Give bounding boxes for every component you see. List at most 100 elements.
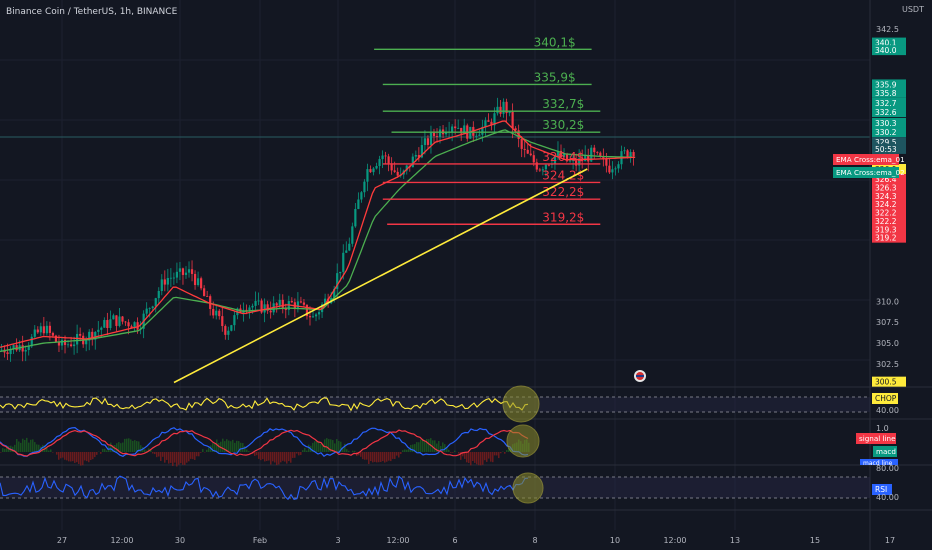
macd-bar xyxy=(136,441,138,452)
macd-bar xyxy=(464,452,466,459)
candle-body xyxy=(484,120,487,127)
candle-body xyxy=(24,349,27,352)
macd-bar xyxy=(2,448,4,452)
candle-body xyxy=(299,301,303,303)
candle-body xyxy=(429,132,433,145)
candle-body xyxy=(544,164,547,170)
candle-body xyxy=(60,339,64,346)
candle-body xyxy=(178,268,182,272)
candle-body xyxy=(206,296,209,297)
macd-bar xyxy=(84,452,86,461)
macd-bar xyxy=(482,452,484,465)
candle-body xyxy=(602,156,605,159)
candle-body xyxy=(266,304,269,311)
macd-bar xyxy=(138,441,140,452)
price-tag xyxy=(872,87,906,98)
trendline[interactable] xyxy=(173,168,588,384)
candle-body xyxy=(396,171,399,176)
candle-body xyxy=(79,333,82,336)
event-marker-icon[interactable] xyxy=(634,370,646,382)
macd-bar xyxy=(416,442,418,452)
macd-bar xyxy=(396,452,398,456)
candle-body xyxy=(514,128,517,131)
macd-bar xyxy=(324,439,326,452)
macd-bar xyxy=(410,444,412,452)
macd-bar xyxy=(132,440,134,452)
macd-bar xyxy=(160,452,162,461)
candle-body xyxy=(378,159,381,166)
chop-pane[interactable] xyxy=(0,385,870,423)
candle-body xyxy=(460,127,463,134)
macd-bar xyxy=(280,452,282,463)
candle-body xyxy=(584,155,587,162)
macd-bar xyxy=(466,452,468,463)
macd-bar xyxy=(304,447,306,452)
candle-body xyxy=(523,148,526,150)
price-tag-label: 324.2 xyxy=(875,200,897,209)
candle-body xyxy=(502,101,505,114)
indicator-tag-label: signal line xyxy=(859,434,896,443)
macd-bar xyxy=(354,450,356,452)
macd-bar xyxy=(448,449,450,452)
level-label: 335,9$ xyxy=(534,70,576,84)
macd-bar xyxy=(156,452,158,458)
macd-bar xyxy=(234,442,236,452)
candle-body xyxy=(535,162,538,170)
macd-bar xyxy=(116,443,118,452)
macd-bar xyxy=(194,452,196,460)
macd-bar xyxy=(78,452,80,465)
macd-bar xyxy=(146,450,148,452)
candle-body xyxy=(63,339,67,345)
candle-body xyxy=(103,320,106,328)
price-tag xyxy=(872,143,906,154)
macd-bar xyxy=(318,441,320,452)
indicator-tag-label: CHOP xyxy=(875,394,897,403)
macd-bar xyxy=(500,452,502,454)
candle-body xyxy=(121,316,124,322)
price-tag xyxy=(872,107,906,118)
macd-bar xyxy=(298,452,300,456)
macd-bar xyxy=(322,443,324,452)
macd-bar xyxy=(452,452,454,453)
macd-bar xyxy=(294,452,296,458)
macd-bar xyxy=(386,452,388,462)
candle-body xyxy=(94,331,97,340)
candle-body xyxy=(100,327,103,330)
candle-body xyxy=(190,269,194,274)
macd-bar xyxy=(118,442,120,452)
candle-body xyxy=(118,316,121,326)
price-tag-label: 335.9 xyxy=(875,80,897,89)
level-label: 324,2$ xyxy=(542,168,584,182)
candle-body xyxy=(284,307,287,310)
candle-body xyxy=(369,169,372,173)
macd-bar xyxy=(320,443,322,452)
time-axis[interactable]: 27 12:00 30 Feb 3 12:00 6 8 10 12:00 13 15 17 xyxy=(57,536,895,545)
macd-bar xyxy=(404,449,406,452)
candle-body xyxy=(160,279,163,291)
macd-bar xyxy=(36,444,38,452)
candle-body xyxy=(251,305,254,308)
candle-body xyxy=(457,127,460,129)
rsi-pane[interactable] xyxy=(0,472,870,504)
candle-body xyxy=(308,316,312,318)
macd-bar xyxy=(446,447,448,452)
candle-body xyxy=(342,252,345,272)
candle-body xyxy=(48,325,52,333)
candle-body xyxy=(553,155,557,164)
candle-body xyxy=(590,147,593,162)
horizontal-levels[interactable]: 340,1$ 335,9$ 332,7$ 330,2$ 326,4$ 324,2$ 322,… xyxy=(374,35,601,225)
macd-bar xyxy=(184,452,186,465)
macd-bar xyxy=(56,452,58,455)
candle-body xyxy=(85,340,88,345)
macd-bar xyxy=(202,449,204,452)
candle-body xyxy=(562,153,566,158)
candle-body xyxy=(529,153,532,156)
macd-bar xyxy=(462,452,464,457)
macd-bar xyxy=(468,452,470,463)
macd-bar xyxy=(126,438,128,452)
candle-body xyxy=(605,158,608,166)
macd-bar xyxy=(308,444,310,452)
price-tag xyxy=(872,37,906,48)
macd-pane[interactable] xyxy=(0,424,540,467)
